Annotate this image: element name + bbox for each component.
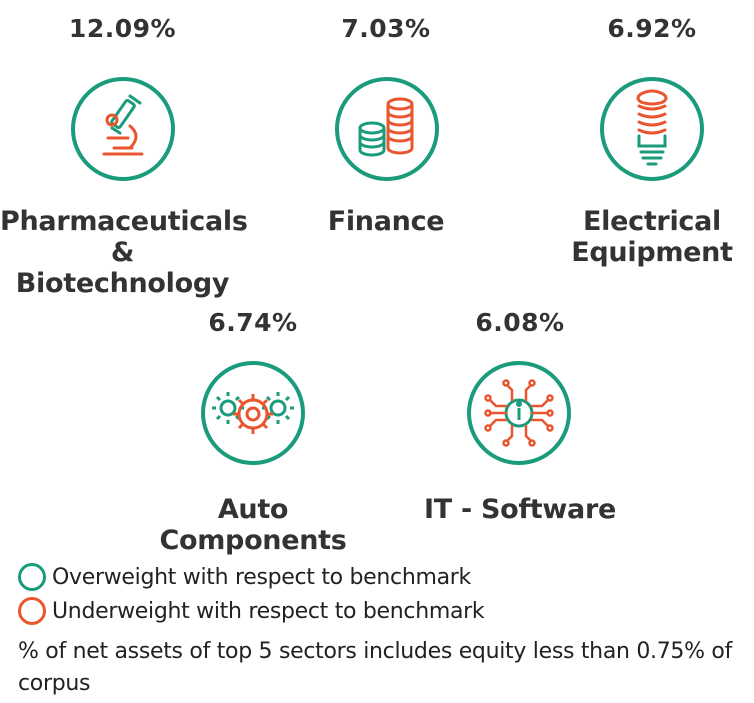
sector-name-line2: Equipment <box>571 237 733 268</box>
sector-name-line1: Electrical <box>583 206 721 237</box>
legend-overweight: Overweight with respect to benchmark <box>18 560 471 594</box>
light-bulb-icon <box>599 76 705 182</box>
sector-finance: 7.03% Finance <box>286 0 486 280</box>
sector-name-line2: & Biotechnology <box>15 237 230 299</box>
microscope-icon <box>70 76 176 182</box>
sector-percent: 12.09% <box>68 14 177 43</box>
legend-overweight-label: Overweight with respect to benchmark <box>52 564 471 590</box>
sector-name-line1: Finance <box>327 206 445 237</box>
sector-name: Electrical Equipment <box>560 206 744 268</box>
gears-icon <box>200 360 306 466</box>
sector-name: Finance <box>286 206 486 237</box>
sector-percent: 6.92% <box>607 14 697 43</box>
sector-percent: 7.03% <box>341 14 431 43</box>
sector-pharmaceuticals: 12.09% Pharmaceuticals & Biotechnology <box>0 0 248 299</box>
sector-name-line2: Components <box>159 525 347 556</box>
sector-name: Pharmaceuticals & Biotechnology <box>0 206 248 299</box>
legend-underweight: Underweight with respect to benchmark <box>18 594 485 628</box>
sector-auto-components: 6.74% Auto Components <box>148 296 358 560</box>
sector-percent: 6.08% <box>475 308 565 337</box>
sector-name-line1: Pharmaceuticals <box>0 206 248 237</box>
circuit-chip-icon <box>466 360 572 466</box>
sector-percent: 6.74% <box>208 308 298 337</box>
footnote: % of net assets of top 5 sectors include… <box>18 639 733 696</box>
sector-electrical-equipment: 6.92% Electrical Equipment <box>560 0 744 280</box>
sector-name: IT - Software <box>410 494 630 525</box>
overweight-circle-icon <box>18 563 46 591</box>
sector-name-line1: IT - Software <box>423 494 616 525</box>
legend-underweight-label: Underweight with respect to benchmark <box>52 598 485 624</box>
sector-it-software: 6.08% IT - Software <box>410 296 630 536</box>
underweight-circle-icon <box>18 597 46 625</box>
coins-icon <box>334 76 440 182</box>
sector-name-line1: Auto <box>217 494 289 525</box>
sector-name: Auto Components <box>148 494 358 556</box>
